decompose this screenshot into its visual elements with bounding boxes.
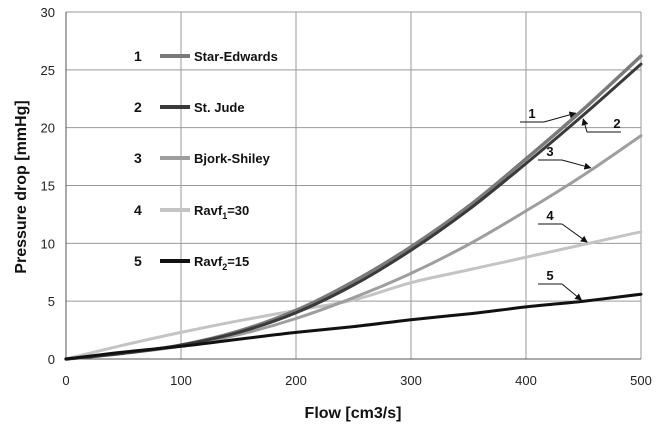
legend-label: Ravf1=30	[194, 203, 249, 221]
annotation-4: 4	[538, 208, 588, 243]
legend: 1 Star-Edwards 2 St. Jude 3 Bjork-Shiley 4 Ravf…	[134, 48, 278, 272]
y-tick-label: 0	[48, 352, 55, 367]
x-axis-title: Flow [cm3/s]	[305, 405, 402, 422]
legend-item-3: 3 Bjork-Shiley	[134, 150, 271, 166]
legend-item-4: 4 Ravf1=30	[134, 202, 249, 221]
x-tick-label: 200	[285, 373, 307, 388]
legend-label-value: =30	[227, 203, 249, 218]
legend-number: 3	[134, 150, 142, 166]
legend-number: 1	[134, 48, 142, 64]
legend-label: Ravf2=15	[194, 254, 249, 272]
annotation-label: 5	[546, 268, 553, 283]
annotation-arrow	[561, 223, 588, 243]
annotation-arrow	[581, 118, 589, 133]
legend-label-value: =15	[227, 254, 249, 269]
annotations: 1 2 3 4 5	[520, 106, 621, 301]
x-tick-label: 300	[400, 373, 422, 388]
legend-label-base: Ravf	[194, 203, 223, 218]
x-tick-label: 500	[630, 373, 652, 388]
annotation-label: 1	[528, 106, 535, 121]
legend-item-5: 5 Ravf2=15	[134, 253, 249, 272]
x-tick-label: 100	[170, 373, 192, 388]
legend-label: St. Jude	[194, 100, 245, 115]
legend-number: 2	[134, 99, 142, 115]
y-axis-title: Pressure drop [mmHg]	[13, 100, 30, 273]
legend-label: Bjork-Shiley	[194, 151, 271, 166]
legend-number: 5	[134, 253, 142, 269]
annotation-5: 5	[538, 268, 583, 301]
legend-item-1: 1 Star-Edwards	[134, 48, 278, 64]
annotation-arrow	[543, 111, 577, 123]
annotation-2: 2	[581, 116, 621, 133]
series-line-2	[64, 62, 643, 361]
y-tick-label: 20	[41, 121, 55, 136]
series-lines	[64, 54, 643, 361]
legend-label: Star-Edwards	[194, 49, 278, 64]
annotation-arrow	[561, 283, 583, 301]
x-tick-label: 0	[62, 373, 69, 388]
legend-number: 4	[134, 202, 142, 218]
series-line-1	[64, 54, 643, 361]
x-tick-label: 400	[515, 373, 537, 388]
annotation-label: 2	[613, 116, 620, 131]
annotation-arrow	[561, 159, 592, 170]
series-line-4	[64, 230, 643, 361]
legend-item-2: 2 St. Jude	[134, 99, 245, 115]
y-tick-label: 30	[41, 5, 55, 20]
series-line-5	[64, 292, 643, 361]
y-tick-label: 5	[48, 294, 55, 309]
legend-label-subscript: 2	[222, 262, 227, 272]
grid	[65, 11, 642, 360]
y-tick-label: 15	[41, 179, 55, 194]
annotation-1: 1	[520, 106, 577, 123]
annotation-label: 3	[546, 144, 553, 159]
y-tick-label: 10	[41, 236, 55, 251]
annotation-3: 3	[538, 144, 592, 170]
y-tick-label: 25	[41, 63, 55, 78]
legend-label-base: Ravf	[194, 254, 223, 269]
annotation-label: 4	[546, 208, 554, 223]
legend-label-subscript: 1	[222, 211, 227, 221]
